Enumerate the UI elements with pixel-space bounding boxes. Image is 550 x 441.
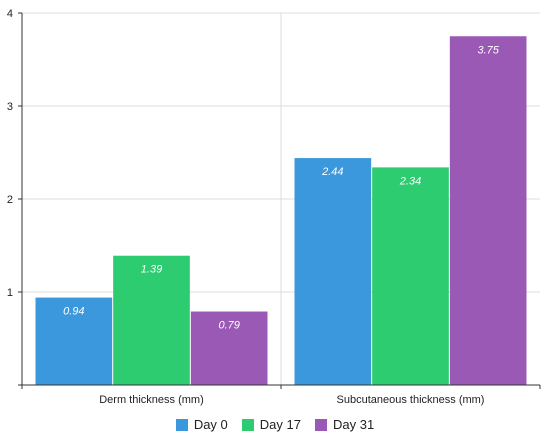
data-label: 0.94 <box>63 306 84 318</box>
bar[interactable] <box>190 311 268 385</box>
y-tick-label: 4 <box>7 8 13 20</box>
legend-swatch-day-17 <box>241 418 254 431</box>
x-tick-label: Derm thickness (mm) <box>99 394 204 406</box>
legend-swatch-day-0 <box>175 418 188 431</box>
legend-item-day-0[interactable]: Day 0 <box>175 417 228 432</box>
legend-item-day-31[interactable]: Day 31 <box>314 417 375 432</box>
y-tick-label: 3 <box>7 101 13 113</box>
bars: 0.94 1.39 0.79 2.44 2.34 3.75 <box>35 36 527 385</box>
y-tick-label: 2 <box>7 194 13 206</box>
bar[interactable] <box>449 36 527 385</box>
data-label: 1.39 <box>141 264 162 276</box>
data-label: 2.44 <box>321 166 343 178</box>
data-label: 2.34 <box>399 175 421 187</box>
legend-label-day-0: Day 0 <box>193 417 228 432</box>
legend-label-day-31: Day 31 <box>332 417 375 432</box>
axes: 1 2 3 4 Derm thickness (mm) Subcutaneous thic… <box>7 8 541 406</box>
legend-swatch-day-31 <box>314 418 327 431</box>
data-label: 3.75 <box>477 44 499 56</box>
legend-label-day-17: Day 17 <box>259 417 301 432</box>
bar[interactable] <box>113 255 190 385</box>
x-tick-label: Subcutaneous thickness (mm) <box>337 394 485 406</box>
bar[interactable] <box>294 158 372 385</box>
bar[interactable] <box>35 297 113 385</box>
legend-item-day-17[interactable]: Day 17 <box>241 417 301 432</box>
legend: Day 0 Day 17 Day 31 <box>0 417 550 432</box>
y-tick-label: 1 <box>7 287 13 299</box>
data-label: 0.79 <box>218 320 239 332</box>
bar[interactable] <box>372 167 449 385</box>
